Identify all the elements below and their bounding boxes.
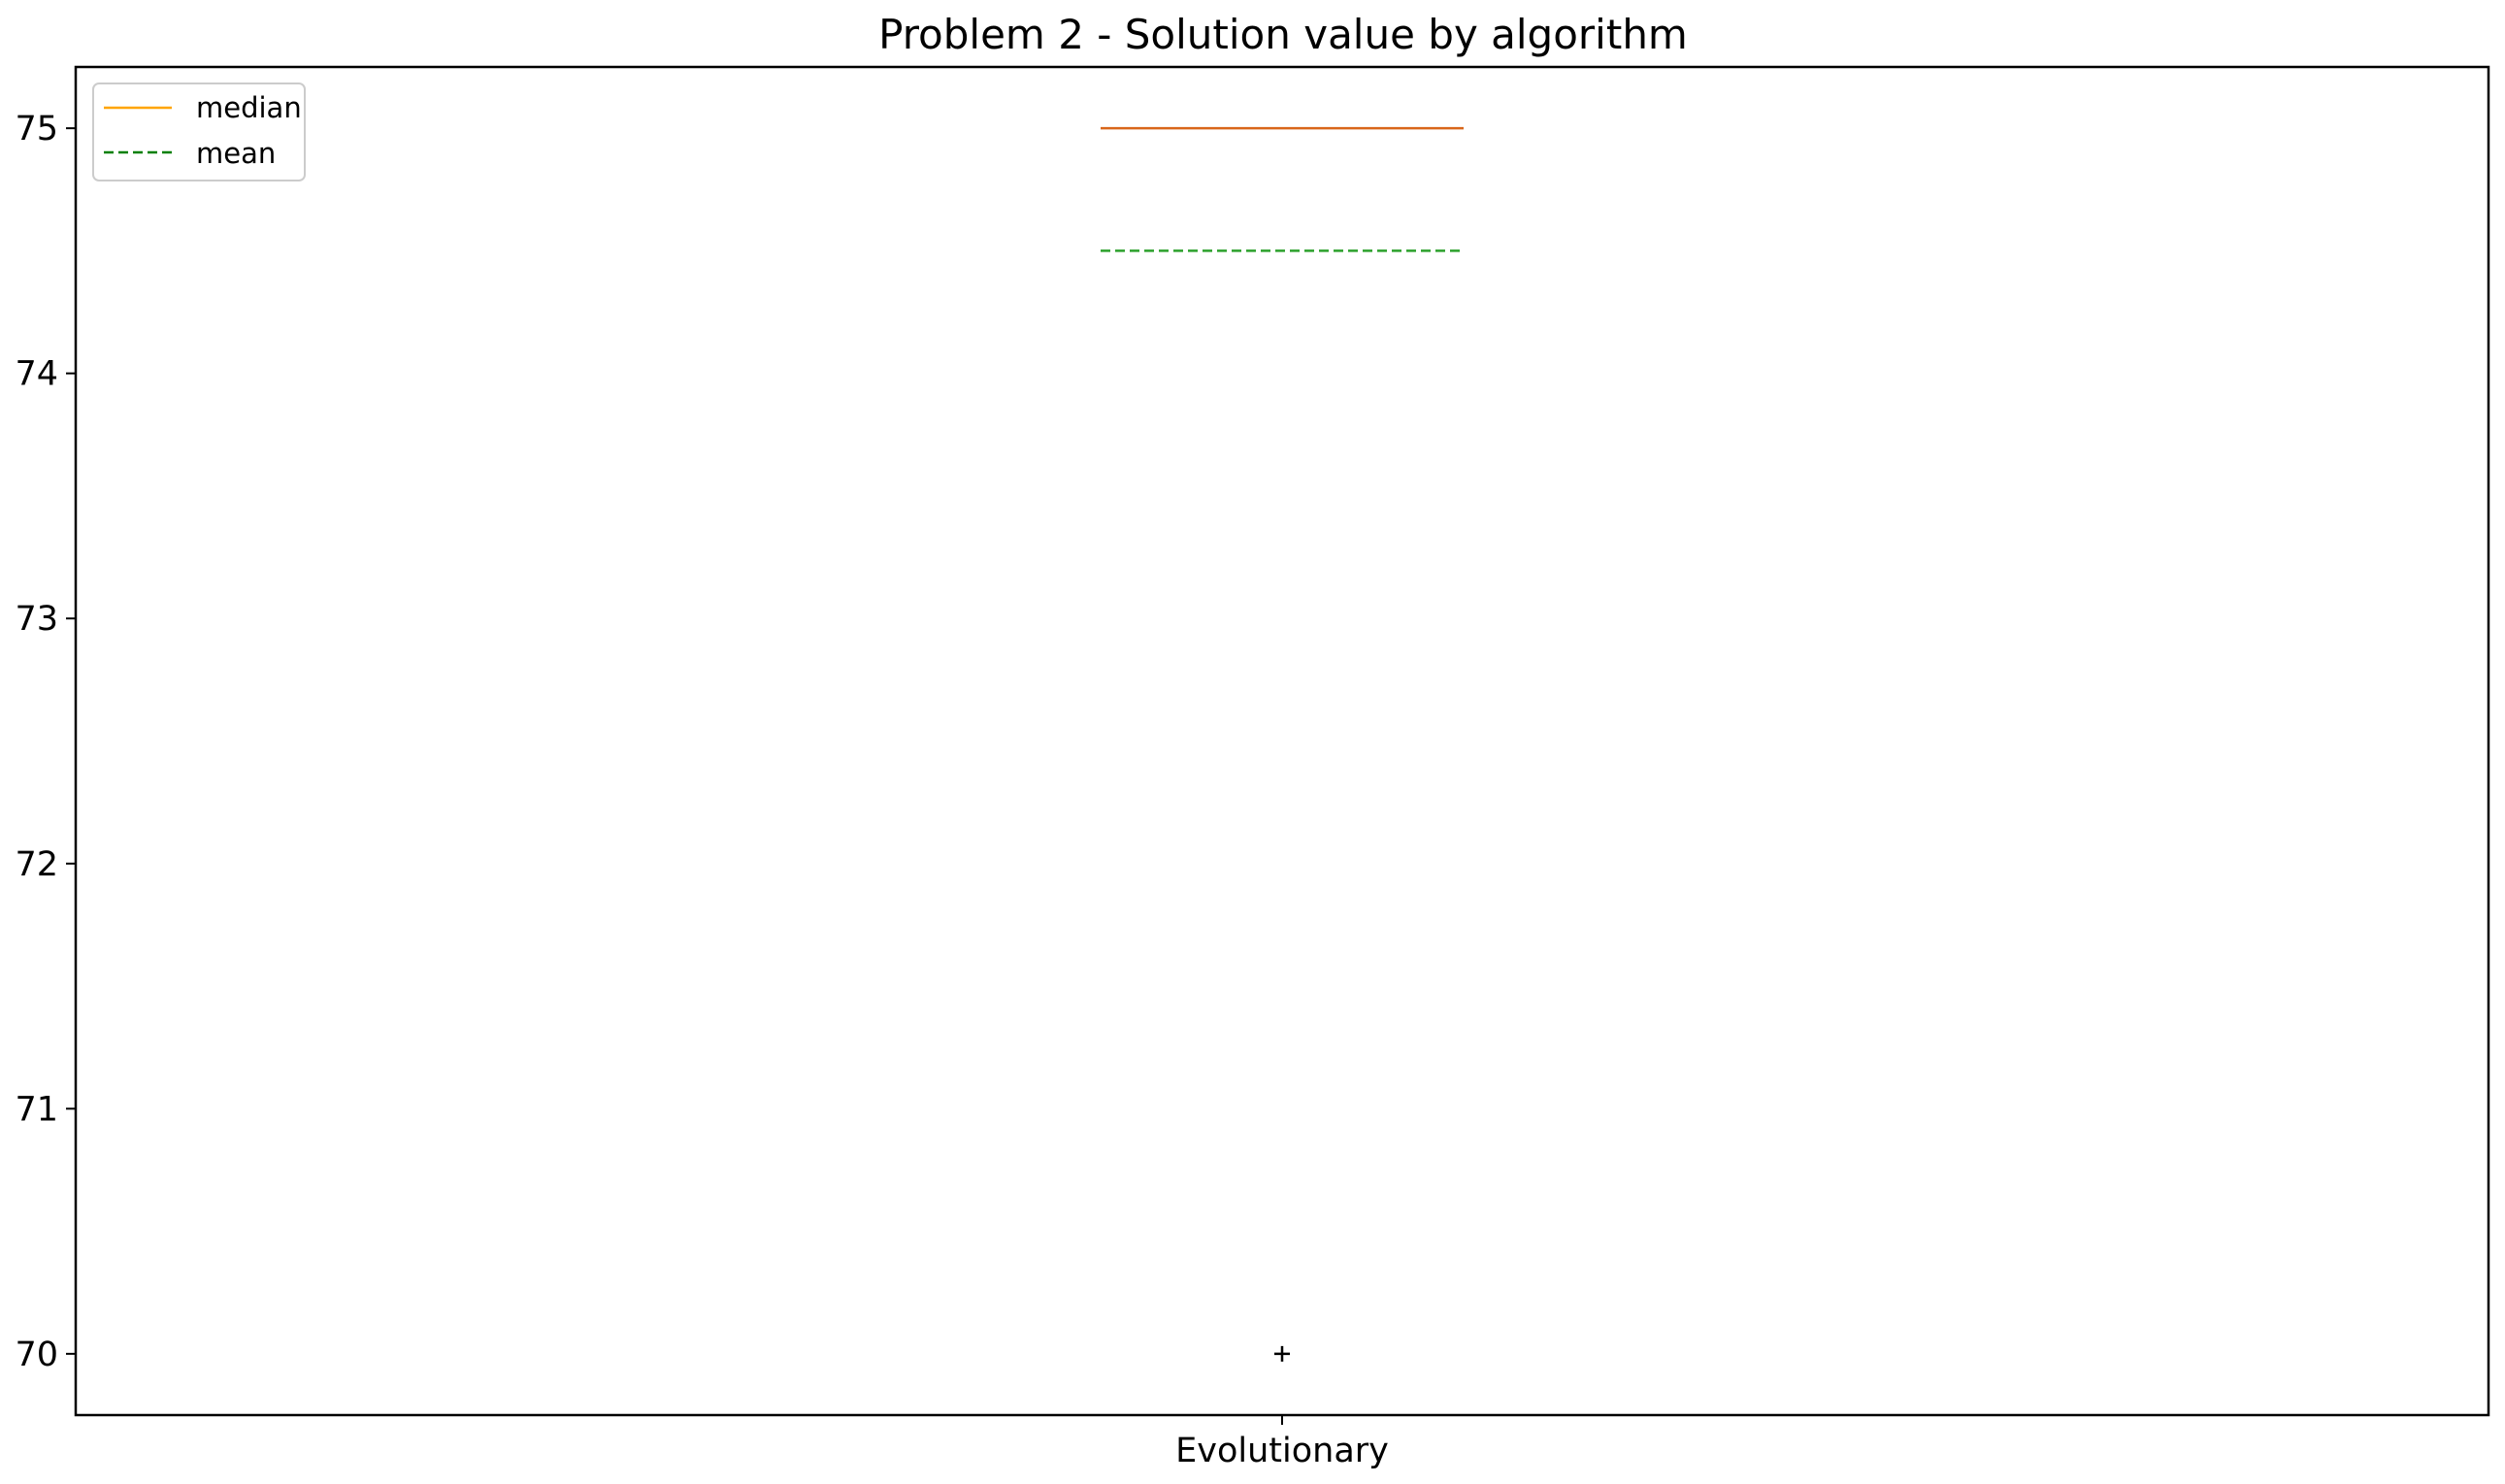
- y-tick-label: 75: [15, 110, 58, 148]
- x-tick-label: Evolutionary: [1175, 1432, 1389, 1470]
- y-tick-label: 74: [15, 355, 58, 394]
- outlier-marker: [1274, 1345, 1290, 1362]
- chart-title: Problem 2 - Solution value by algorithm: [878, 11, 1688, 58]
- box-plot-group: [1101, 126, 1464, 1362]
- y-axis: 70 71 72 73 74 75: [15, 110, 76, 1374]
- legend-mean-label: mean: [196, 137, 276, 170]
- plot-area: [74, 65, 2490, 1417]
- y-tick-label: 72: [15, 845, 58, 884]
- legend-median-label: median: [196, 91, 302, 124]
- y-tick-label: 71: [15, 1090, 58, 1129]
- y-tick-label: 73: [15, 600, 58, 639]
- y-tick-label: 70: [15, 1336, 58, 1374]
- x-axis: Evolutionary: [1175, 1415, 1389, 1470]
- legend: median mean: [92, 82, 306, 181]
